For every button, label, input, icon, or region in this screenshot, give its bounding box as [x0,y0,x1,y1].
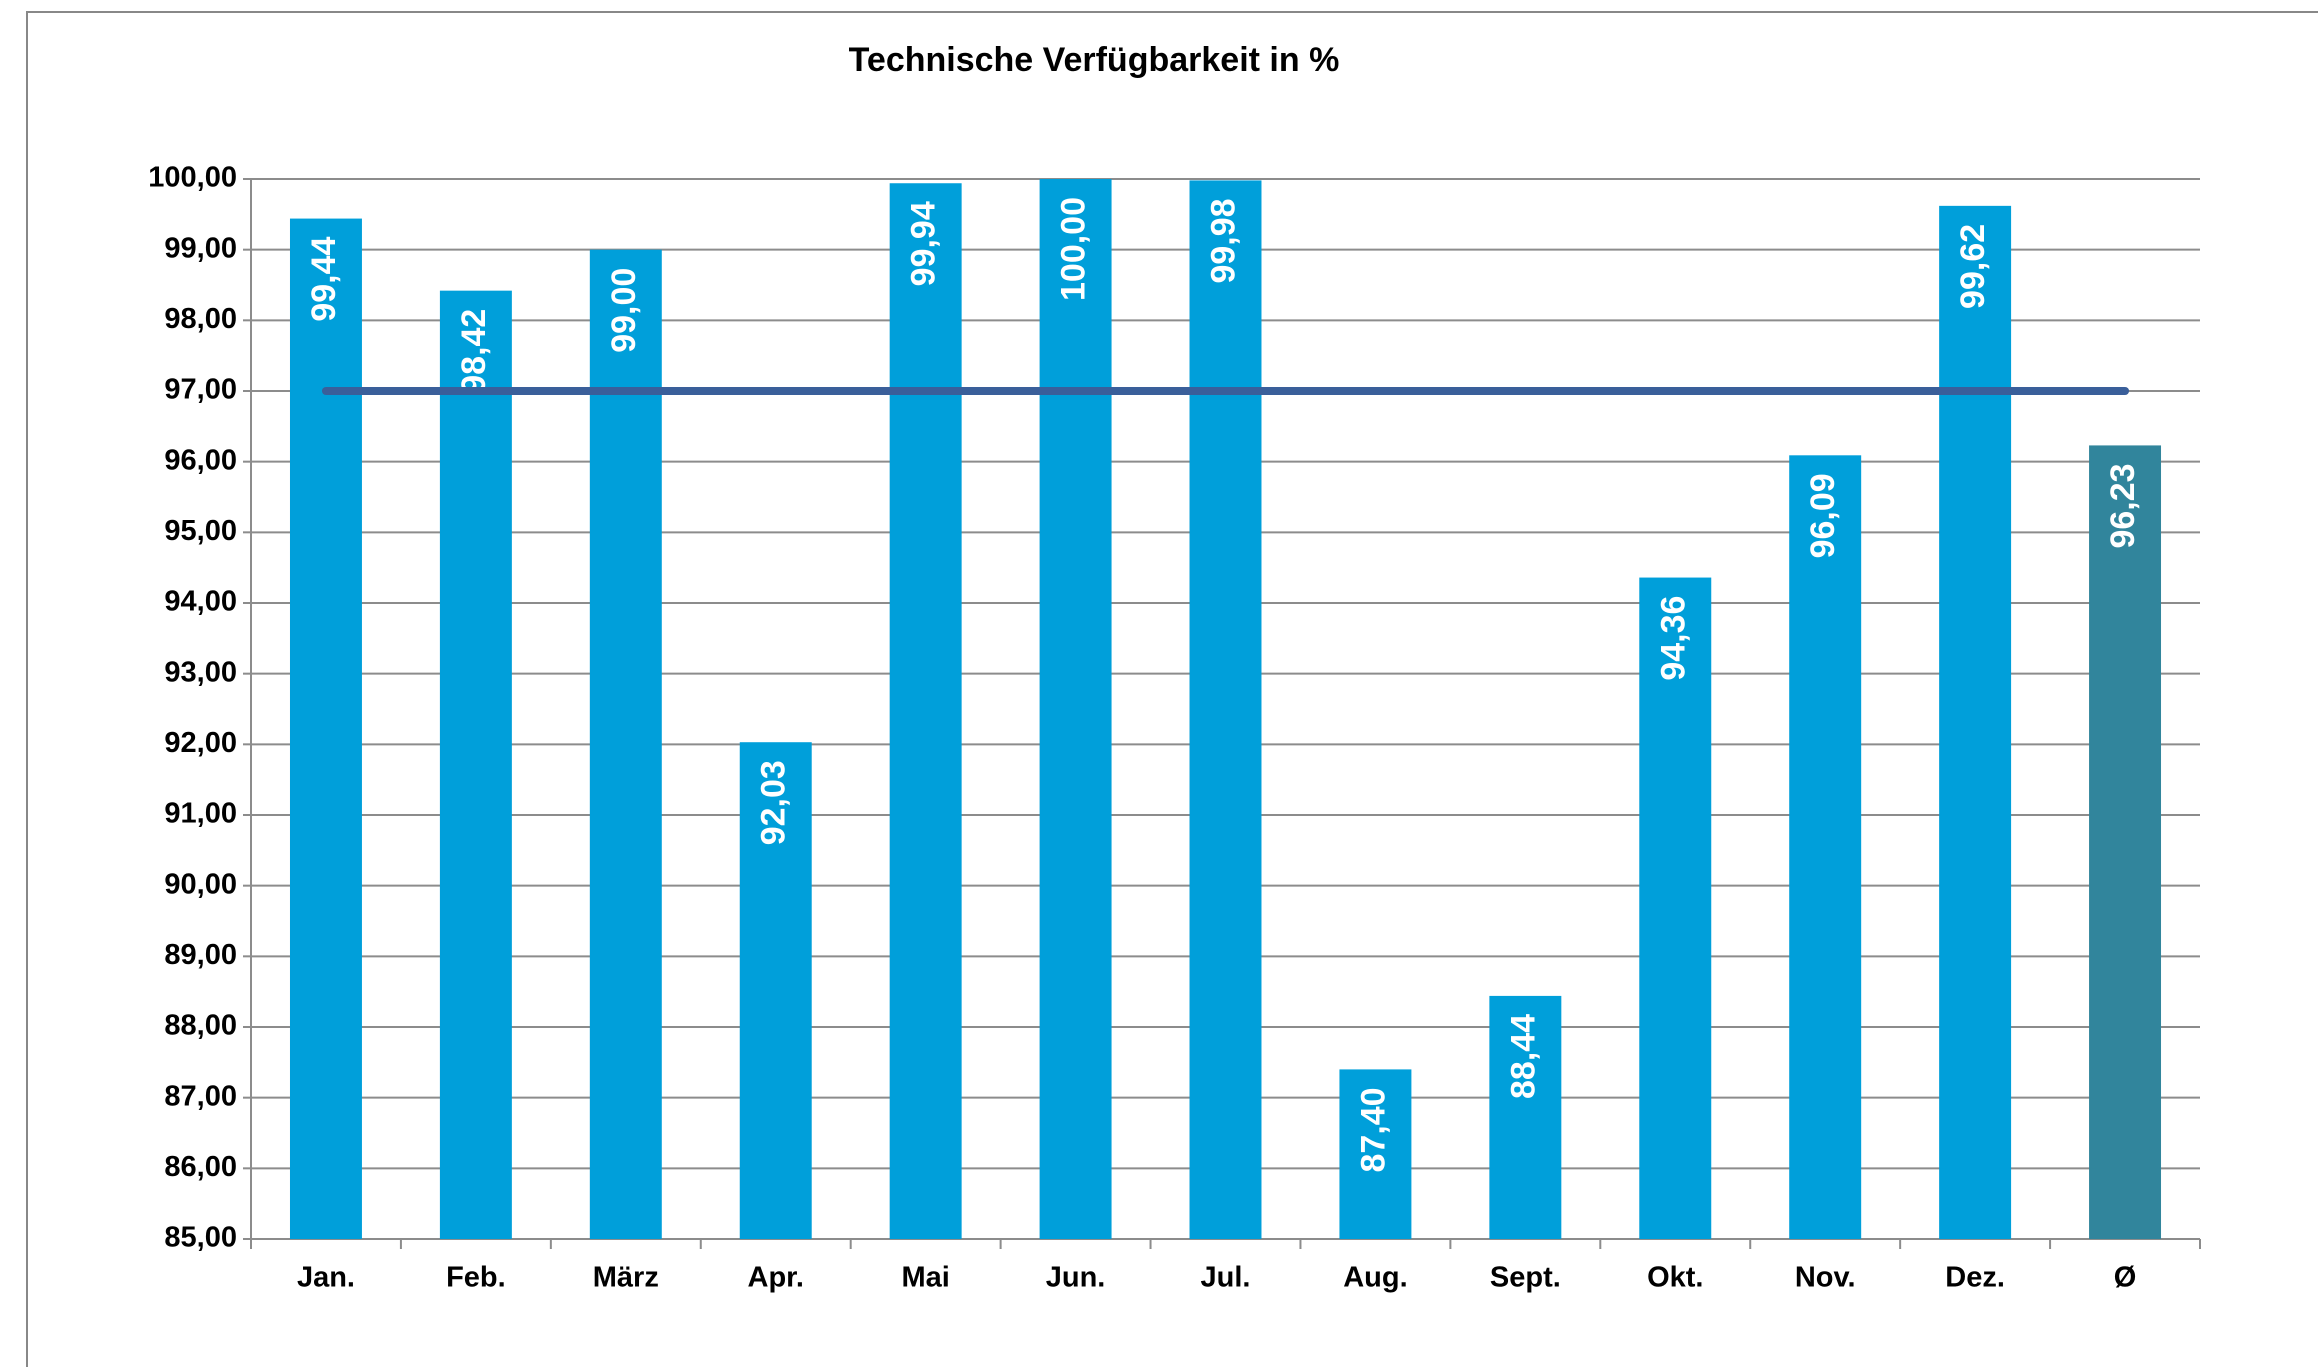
y-tick-label: 88,00 [164,1010,237,1042]
y-tick-label: 86,00 [164,1151,237,1183]
chart-title: Technische Verfügbarkeit in % [849,41,1340,79]
x-tick-label: Okt. [1647,1262,1703,1294]
x-tick-label: Jun. [1046,1262,1106,1294]
x-tick-label: Mai [901,1262,949,1294]
chart-frame [26,11,2318,1367]
bar [739,742,812,1239]
bar [1039,179,1112,1239]
y-tick-label: 92,00 [164,727,237,759]
y-tick-label: 94,00 [164,586,237,618]
bar [1639,577,1712,1239]
value-label: 99,44 [305,236,343,321]
bar [1339,1069,1412,1239]
x-tick-label: Dez. [1945,1262,2005,1294]
bar [289,218,362,1239]
y-tick-label: 89,00 [164,939,237,971]
value-label: 100,00 [1055,197,1093,301]
y-tick-label: 93,00 [164,656,237,688]
y-tick-label: 99,00 [164,232,237,264]
y-tick-label: 95,00 [164,515,237,547]
value-label: 99,98 [1204,198,1242,283]
value-label: 99,00 [605,268,643,353]
y-tick-label: 97,00 [164,374,237,406]
x-tick-label: Nov. [1795,1262,1856,1294]
value-label: 87,40 [1354,1087,1392,1172]
x-tick-label: Jul. [1201,1262,1251,1294]
value-label: 96,23 [2104,463,2142,548]
y-tick-label: 90,00 [164,868,237,900]
bar [889,183,962,1240]
y-tick-label: 87,00 [164,1080,237,1112]
bar [2089,445,2162,1239]
bar [1939,205,2012,1240]
bar [589,249,662,1239]
value-label: 98,42 [455,309,493,394]
x-tick-label: Apr. [748,1262,804,1294]
value-label: 99,94 [905,201,943,286]
y-tick-label: 98,00 [164,303,237,335]
value-label: 92,03 [755,760,793,845]
x-tick-label: März [593,1262,659,1294]
x-tick-label: Sept. [1490,1262,1561,1294]
x-tick-label: Feb. [446,1262,506,1294]
value-label: 99,62 [1954,224,1992,309]
bar [1789,455,1862,1240]
x-tick-label: Jan. [297,1262,355,1294]
y-tick-label: 96,00 [164,444,237,476]
bar [439,290,512,1239]
x-tick-label: Ø [2114,1262,2137,1294]
value-label: 96,09 [1804,473,1842,558]
y-tick-label: 91,00 [164,798,237,830]
bar [1489,995,1562,1239]
value-label: 94,36 [1654,596,1692,681]
value-label: 88,44 [1504,1014,1542,1099]
y-tick-label: 100,00 [148,162,237,194]
x-tick-label: Aug. [1343,1262,1407,1294]
bar [1189,180,1262,1239]
y-tick-label: 85,00 [164,1222,237,1254]
